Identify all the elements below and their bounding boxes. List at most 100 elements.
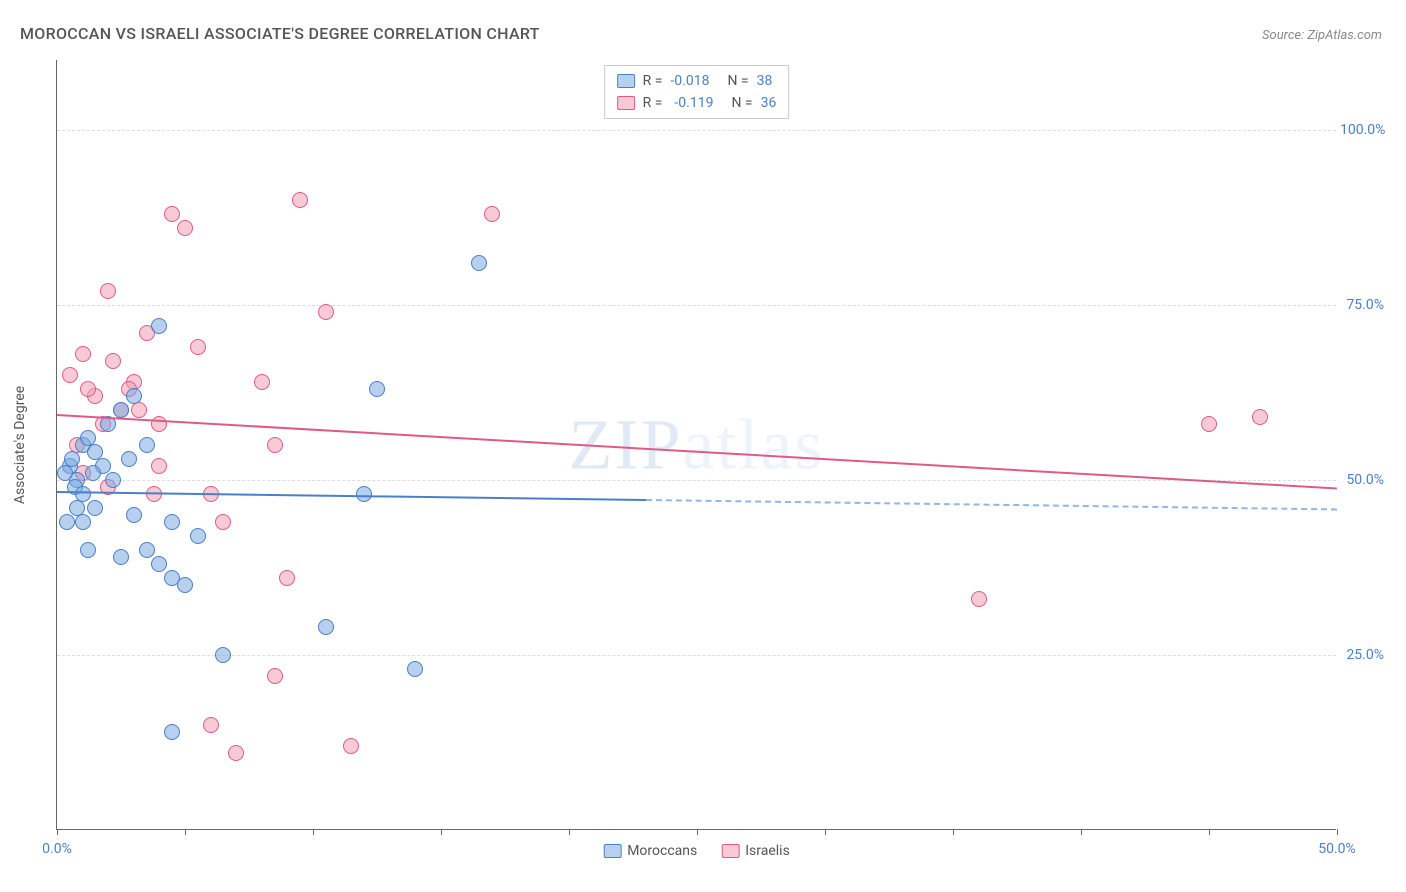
legend-n-value: 36 [761,92,777,114]
trend-line [57,491,646,501]
legend-row-moroccans: R = -0.018 N = 38 [617,70,777,92]
x-tick [185,829,186,835]
scatter-point [279,570,295,586]
scatter-point [318,304,334,320]
legend-n-value: 38 [757,70,773,92]
scatter-point [75,514,91,530]
scatter-point [85,465,101,481]
legend-label: Israelis [745,843,790,859]
scatter-point [57,465,73,481]
watermark: ZIPatlas [569,403,825,486]
x-tick [1209,829,1210,835]
scatter-point [177,577,193,593]
gridline [57,655,1336,656]
plot-region: ZIPatlas R = -0.018 N = 38 R = -0.119 N … [56,60,1336,830]
scatter-point [190,339,206,355]
scatter-point [164,724,180,740]
x-tick [1081,829,1082,835]
scatter-point [228,745,244,761]
scatter-point [164,514,180,530]
scatter-point [177,220,193,236]
scatter-point [151,416,167,432]
legend-n-label: N = [727,70,748,92]
scatter-point [69,500,85,516]
scatter-point [267,437,283,453]
x-tick [57,829,58,835]
y-tick-label: 25.0% [1340,647,1384,663]
scatter-point [215,514,231,530]
chart-area: ZIPatlas R = -0.018 N = 38 R = -0.119 N … [56,60,1376,830]
scatter-point [203,717,219,733]
scatter-point [113,549,129,565]
scatter-point [151,556,167,572]
x-tick [313,829,314,835]
scatter-point [190,528,206,544]
scatter-point [471,255,487,271]
scatter-point [1252,409,1268,425]
scatter-point [105,353,121,369]
scatter-point [407,661,423,677]
legend-row-israelis: R = -0.119 N = 36 [617,92,777,114]
legend-correlation: R = -0.018 N = 38 R = -0.119 N = 36 [604,65,790,119]
legend-series: Moroccans Israelis [603,843,790,859]
y-tick-label: 75.0% [1340,297,1384,313]
scatter-point [356,486,372,502]
gridline [57,130,1336,131]
x-tick-label: 0.0% [42,841,72,857]
scatter-point [126,507,142,523]
scatter-point [62,367,78,383]
scatter-point [59,514,75,530]
scatter-point [318,619,334,635]
swatch-blue [617,74,635,88]
gridline [57,480,1336,481]
y-tick-label: 50.0% [1340,472,1384,488]
x-tick [697,829,698,835]
legend-item-israelis: Israelis [721,843,790,859]
scatter-point [292,192,308,208]
scatter-point [131,402,147,418]
scatter-point [105,472,121,488]
scatter-point [100,283,116,299]
legend-n-label: N = [731,92,752,114]
scatter-point [80,381,96,397]
scatter-point [164,206,180,222]
chart-title: MOROCCAN VS ISRAELI ASSOCIATE'S DEGREE C… [20,24,540,43]
scatter-point [151,458,167,474]
scatter-point [113,402,129,418]
scatter-point [971,591,987,607]
swatch-pink [721,844,739,858]
x-tick-label: 50.0% [1318,841,1356,857]
legend-r-label: R = [643,92,663,114]
scatter-point [139,437,155,453]
scatter-point [215,647,231,663]
scatter-point [139,542,155,558]
legend-item-moroccans: Moroccans [603,843,697,859]
scatter-point [80,542,96,558]
scatter-point [151,318,167,334]
scatter-point [1201,416,1217,432]
x-tick [825,829,826,835]
legend-r-label: R = [643,70,663,92]
scatter-point [87,500,103,516]
x-tick [569,829,570,835]
legend-r-value: -0.119 [674,92,713,114]
legend-label: Moroccans [627,843,697,859]
scatter-point [121,451,137,467]
legend-r-value: -0.018 [670,70,709,92]
trend-line [646,499,1337,510]
y-axis-label: Associate's Degree [12,386,28,504]
trend-line [57,414,1337,489]
swatch-blue [603,844,621,858]
swatch-pink [617,96,635,110]
scatter-point [254,374,270,390]
scatter-point [343,738,359,754]
gridline [57,305,1336,306]
x-tick [953,829,954,835]
x-tick [441,829,442,835]
x-tick [1337,829,1338,835]
scatter-point [75,346,91,362]
scatter-point [484,206,500,222]
source-attribution: Source: ZipAtlas.com [1262,28,1382,43]
scatter-point [126,388,142,404]
y-tick-label: 100.0% [1340,122,1384,138]
